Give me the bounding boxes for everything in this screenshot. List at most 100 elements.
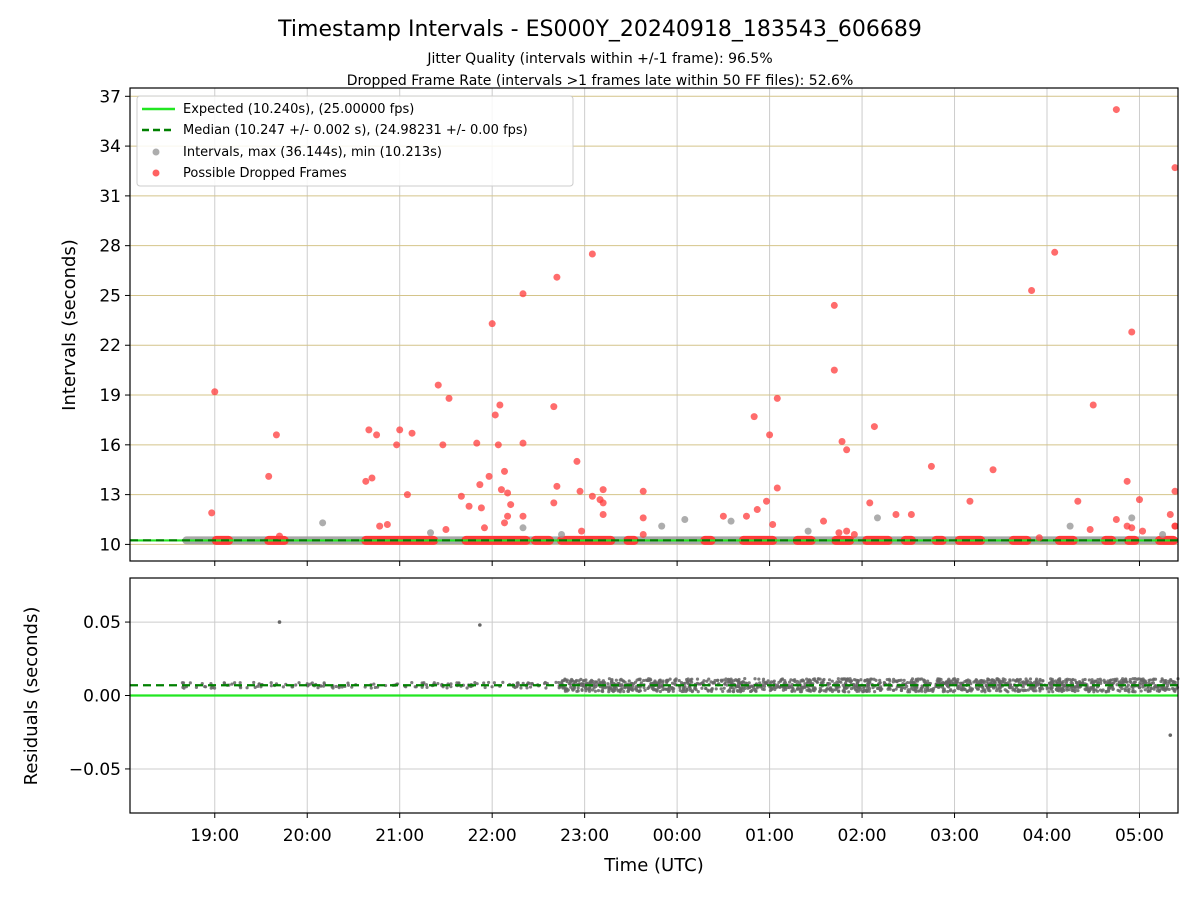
residual-point <box>1163 680 1167 685</box>
residual-point <box>420 685 424 689</box>
residual-point <box>780 677 784 682</box>
residual-point <box>1096 678 1100 682</box>
residual-point <box>1131 677 1135 681</box>
residual-point <box>233 681 237 685</box>
residual-point <box>988 689 992 693</box>
residual-point <box>984 683 988 687</box>
residual-point <box>998 683 1002 688</box>
residual-point <box>821 680 825 685</box>
residual-point <box>799 687 803 691</box>
top-y-tick-label: 28 <box>99 237 121 257</box>
residual-point <box>863 679 867 683</box>
residual-point <box>1107 689 1111 693</box>
residual-point <box>645 678 650 683</box>
residual-point <box>866 683 870 687</box>
dropped-frame-point <box>1112 106 1120 114</box>
residual-point <box>465 686 469 690</box>
residual-point <box>281 685 285 689</box>
interval-point <box>873 514 881 522</box>
dropped-frame-point <box>408 429 416 437</box>
residual-point <box>1163 687 1167 691</box>
residual-point <box>1114 679 1118 683</box>
dropped-frame-point <box>576 487 584 495</box>
residual-point <box>892 677 896 681</box>
residual-point <box>230 682 234 686</box>
residual-point <box>1133 690 1137 694</box>
dropped-frame-point <box>507 501 515 509</box>
dropped-frame-point <box>763 497 771 505</box>
residual-point <box>1076 684 1080 688</box>
residual-point <box>410 681 414 685</box>
residual-point <box>194 685 199 689</box>
residual-point <box>788 680 792 684</box>
residual-point <box>1099 679 1103 683</box>
residual-point <box>837 680 841 684</box>
residual-point <box>297 681 301 685</box>
dropped-frame-point <box>519 290 527 298</box>
dropped-frame-point <box>553 273 561 281</box>
residual-point <box>222 681 226 685</box>
residual-point <box>749 684 753 688</box>
residual-point <box>1124 677 1128 681</box>
residual-point <box>567 682 571 686</box>
residual-point <box>562 679 566 683</box>
residual-point <box>722 686 726 690</box>
interval-point <box>427 529 435 537</box>
residual-point <box>888 678 892 683</box>
dropped-frame-point <box>773 394 781 402</box>
residual-point <box>369 686 373 690</box>
interval-point <box>519 524 527 532</box>
residual-point <box>773 687 777 692</box>
residual-point <box>1003 681 1007 685</box>
residual-point <box>424 683 429 687</box>
intervals-plot-frame <box>129 87 1179 562</box>
dropped-frame-point <box>1128 328 1136 336</box>
dropped-frame-point <box>272 431 280 439</box>
residual-point <box>793 678 797 682</box>
residual-point <box>962 687 966 691</box>
residual-point <box>584 678 588 682</box>
residual-point <box>772 680 776 684</box>
residual-point <box>1152 687 1156 691</box>
residual-point <box>731 689 735 693</box>
residual-point <box>588 686 592 690</box>
residual-point <box>781 685 785 689</box>
residual-point <box>843 690 847 694</box>
residual-point <box>869 677 874 681</box>
residual-point <box>878 681 882 685</box>
residual-point <box>1120 678 1124 683</box>
residual-point <box>721 689 725 694</box>
residual-point <box>845 686 849 690</box>
residual-point <box>914 679 918 683</box>
residual-point <box>527 681 532 686</box>
residual-point <box>1070 678 1074 682</box>
residual-point <box>803 685 807 690</box>
residual-point <box>1034 679 1038 683</box>
dropped-frame-point <box>275 532 283 540</box>
residual-point <box>346 683 351 687</box>
residual-point <box>486 680 491 685</box>
x-tick-label: 23:00 <box>560 826 609 846</box>
residual-point <box>1138 681 1142 685</box>
residual-point <box>611 689 615 694</box>
residual-point <box>763 682 767 686</box>
dropped-frame-point <box>773 484 781 492</box>
residual-point <box>982 681 986 685</box>
residual-point <box>587 689 592 693</box>
dropped-frame-point <box>838 438 846 446</box>
residual-point <box>445 686 449 690</box>
residual-point <box>622 689 626 694</box>
dropped-frame-point <box>599 511 607 519</box>
residual-point <box>868 680 872 684</box>
interval-point <box>1128 514 1136 522</box>
residual-point <box>762 687 766 692</box>
residual-point <box>1064 678 1068 682</box>
residual-point <box>761 677 766 681</box>
dropped-frame-point <box>1171 522 1179 530</box>
dropped-frame-point <box>365 426 373 434</box>
residual-point <box>544 686 548 690</box>
residual-point <box>739 688 743 692</box>
legend-dropped: Possible Dropped Frames <box>183 166 347 181</box>
residual-point <box>966 678 970 682</box>
